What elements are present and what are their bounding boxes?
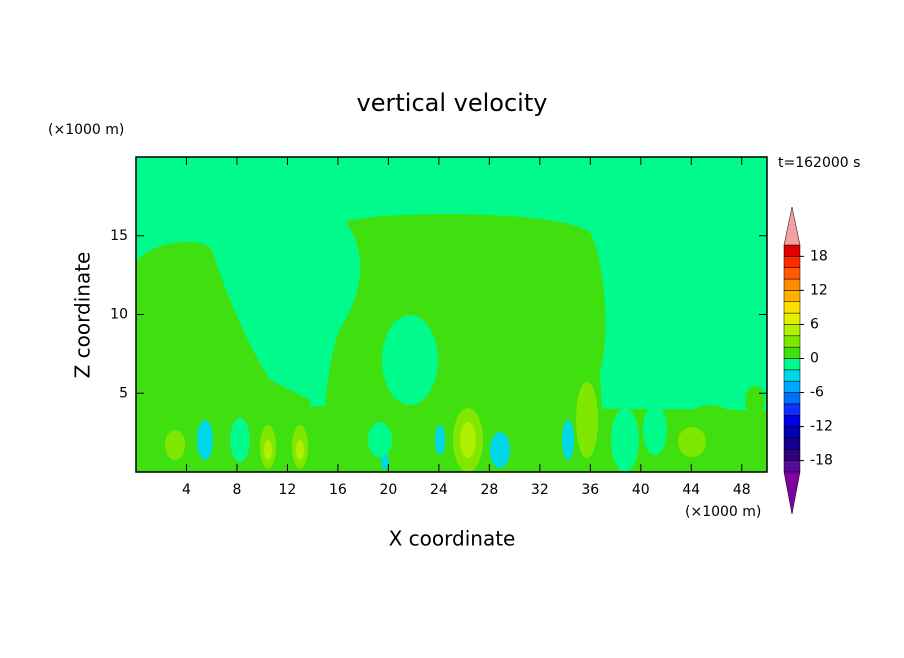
contour-region [643, 405, 667, 455]
x-tick-label: 4 [182, 482, 191, 498]
contour-region [197, 420, 213, 460]
colorbar-box [783, 335, 801, 348]
colorbar-box [783, 278, 801, 291]
y-axis-label: Z coordinate [71, 252, 95, 379]
colorbar-box [783, 426, 801, 439]
colorbar-box [783, 460, 801, 473]
contour-region [264, 440, 272, 460]
colorbar-tick-label: 12 [810, 282, 828, 298]
colorbar-box [783, 346, 801, 359]
y-tick-label: 15 [110, 228, 128, 244]
contour-region [611, 408, 639, 472]
time-label: t=162000 s [778, 155, 860, 171]
colorbar-box [783, 437, 801, 450]
colorbar-box [783, 256, 801, 268]
x-unit: (×1000 m) [685, 504, 761, 520]
colorbar-box [783, 301, 801, 314]
x-tick-label: 16 [329, 482, 347, 498]
colorbar-box [783, 392, 801, 405]
contour-region [678, 427, 706, 457]
chart-title: vertical velocity [357, 89, 548, 117]
colorbar-box [783, 312, 801, 325]
x-tick-label: 24 [430, 482, 448, 498]
contour-field [136, 157, 767, 472]
colorbar-tick-label: 6 [810, 316, 819, 332]
colorbar-tick-label: -6 [810, 385, 824, 401]
colorbar-under [783, 471, 801, 515]
y-tick-label: 10 [110, 307, 128, 323]
colorbar-tick-label: 0 [810, 351, 819, 367]
colorbar-tick-label: 18 [810, 248, 828, 264]
colorbar-tick-label: -12 [810, 419, 833, 435]
contour-region [490, 432, 510, 468]
y-unit: (×1000 m) [48, 122, 124, 138]
y-tick-label: 5 [119, 385, 128, 401]
colorbar-over [783, 206, 801, 246]
contour-region [435, 425, 445, 455]
contour-region [460, 422, 476, 458]
colorbar-box [783, 267, 801, 280]
colorbar-box [783, 290, 801, 302]
x-tick-label: 44 [682, 482, 700, 498]
colorbar-box [783, 358, 801, 371]
x-tick-label: 32 [531, 482, 549, 498]
colorbar-box [783, 324, 801, 337]
contour-region [576, 382, 598, 458]
colorbar-box [783, 415, 801, 427]
x-tick-label: 12 [279, 482, 297, 498]
contour-region [745, 386, 765, 414]
colorbar-box [783, 369, 801, 382]
x-tick-label: 48 [733, 482, 751, 498]
x-tick-label: 28 [480, 482, 498, 498]
contour-region [382, 315, 438, 405]
contour-region [381, 454, 389, 470]
axes: 4 8 12 16 20 24 28 32 36 40 44 4851015-18-12-606121… [110, 156, 833, 515]
colorbar-box [783, 403, 801, 416]
colorbar-box [783, 449, 801, 461]
x-tick-label: 40 [632, 482, 650, 498]
x-axis-label: X coordinate [389, 527, 516, 551]
contour-region [165, 430, 185, 460]
contour-region [562, 420, 574, 460]
colorbar-box [783, 380, 801, 393]
contour-region [368, 422, 392, 458]
colorbar-tick-label: -18 [810, 453, 833, 469]
contour-region [230, 418, 250, 462]
colorbar-box [783, 244, 801, 257]
x-tick-label: 20 [379, 482, 397, 498]
contour-region [296, 440, 304, 460]
x-tick-label: 36 [581, 482, 599, 498]
x-tick-label: 8 [232, 482, 241, 498]
